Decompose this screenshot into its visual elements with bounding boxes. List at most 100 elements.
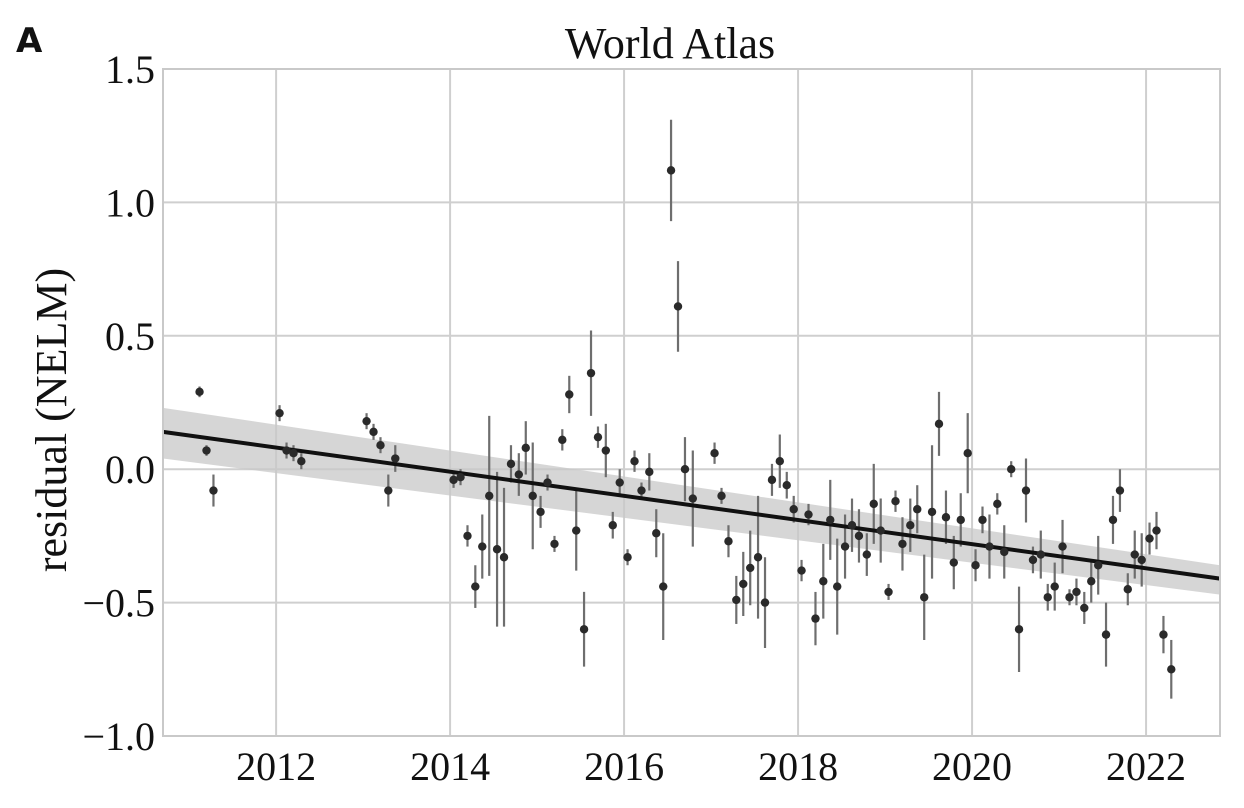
x-tick-label: 2022	[1106, 744, 1186, 789]
data-point	[1050, 582, 1059, 591]
data-point	[1152, 526, 1161, 535]
data-point	[789, 505, 798, 514]
data-point	[862, 550, 871, 559]
data-point	[1014, 625, 1024, 634]
data-point	[854, 531, 864, 541]
data-point	[1145, 534, 1154, 543]
data-point	[384, 486, 393, 495]
data-point	[593, 432, 603, 442]
data-point	[847, 521, 857, 530]
data-point	[543, 478, 552, 487]
data-point	[615, 478, 624, 487]
data-point	[478, 542, 487, 551]
y-tick-label: −0.5	[82, 581, 155, 626]
data-point	[1080, 603, 1089, 613]
y-tick-label: 0.5	[105, 314, 155, 359]
data-point	[898, 539, 907, 549]
data-point	[297, 456, 306, 466]
data-point	[572, 526, 581, 535]
data-point	[521, 443, 530, 453]
data-point	[680, 465, 690, 474]
data-point	[652, 529, 661, 538]
data-point	[941, 513, 951, 522]
data-point	[884, 587, 893, 597]
y-tick-label: 1.0	[105, 180, 155, 225]
data-point	[1036, 550, 1045, 559]
data-point	[1043, 593, 1052, 602]
data-point	[1007, 465, 1016, 474]
data-point	[717, 491, 726, 501]
panel-label: A	[16, 21, 43, 61]
data-point	[688, 494, 698, 503]
data-point	[499, 553, 509, 562]
data-point	[760, 598, 770, 607]
y-tick-labels: −1.0 −0.5 0.0 0.5 1.0 1.5	[82, 47, 155, 759]
data-point	[282, 446, 291, 455]
data-point	[1137, 555, 1146, 565]
data-point	[819, 577, 828, 586]
data-point	[645, 467, 654, 477]
data-point	[826, 515, 835, 525]
data-point	[891, 497, 900, 506]
data-point	[659, 582, 668, 591]
data-point	[833, 582, 842, 591]
data-point	[492, 545, 502, 554]
data-point	[463, 531, 472, 541]
data-point	[775, 456, 785, 466]
y-tick-label: 0.0	[105, 447, 155, 492]
data-point	[963, 448, 972, 458]
data-point	[753, 553, 763, 562]
data-point	[485, 491, 494, 501]
data-point	[782, 481, 791, 490]
data-point	[927, 507, 937, 517]
data-point	[623, 553, 632, 562]
data-point	[956, 515, 965, 525]
x-tick-label: 2012	[236, 744, 316, 789]
data-points	[195, 166, 1176, 674]
data-point	[869, 499, 878, 509]
x-tick-label: 2020	[932, 744, 1012, 789]
data-point	[1167, 665, 1176, 674]
data-point	[767, 475, 777, 485]
data-point	[558, 435, 567, 445]
x-tick-labels: 2012 2014 2016 2018 2020 2022	[236, 744, 1186, 789]
data-point	[579, 625, 589, 634]
data-point	[528, 491, 537, 501]
data-point	[376, 440, 385, 450]
data-point	[1115, 486, 1125, 495]
y-tick-label: −1.0	[82, 714, 155, 759]
data-point	[369, 427, 378, 437]
data-point	[840, 542, 850, 551]
data-point	[1058, 542, 1067, 551]
x-tick-label: 2014	[410, 744, 490, 789]
y-tick-label: 1.5	[105, 47, 155, 92]
data-point	[913, 505, 922, 514]
fit-line	[162, 429, 1221, 581]
data-point	[1101, 630, 1111, 639]
data-point	[1028, 555, 1038, 565]
data-point	[732, 595, 741, 605]
data-point	[804, 510, 813, 519]
y-axis-label: residual (NELM)	[27, 268, 76, 572]
data-point	[666, 166, 676, 175]
data-point	[1065, 593, 1074, 602]
data-point	[710, 448, 719, 458]
data-point	[209, 486, 218, 495]
data-point	[1087, 577, 1096, 586]
data-point	[637, 486, 646, 495]
data-point	[797, 566, 806, 575]
data-point	[906, 521, 915, 530]
data-point	[550, 539, 559, 549]
data-point	[362, 416, 371, 426]
data-point	[289, 448, 298, 458]
data-point	[949, 558, 958, 567]
data-point	[514, 470, 524, 479]
data-point	[978, 515, 987, 525]
data-point	[586, 368, 596, 378]
fit-line-group	[162, 429, 1221, 581]
data-point	[971, 561, 980, 570]
data-point	[934, 419, 944, 429]
data-point	[739, 579, 748, 589]
data-point	[536, 507, 545, 517]
